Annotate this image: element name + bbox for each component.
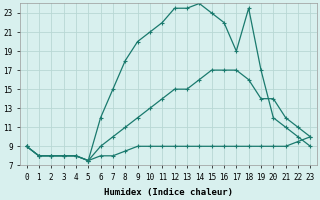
X-axis label: Humidex (Indice chaleur): Humidex (Indice chaleur) [104,188,233,197]
